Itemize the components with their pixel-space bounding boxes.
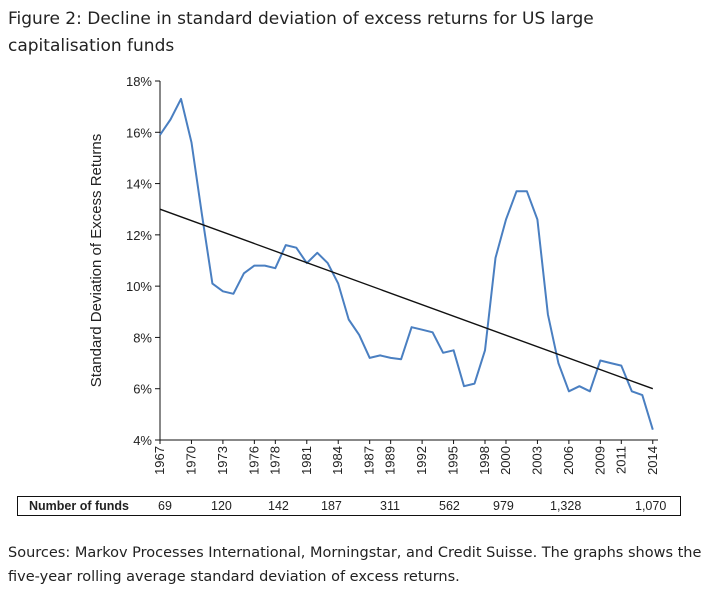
- x-tick-label: 2000: [498, 446, 513, 475]
- funds-count: 311: [380, 499, 400, 513]
- x-tick-label: 1984: [330, 446, 345, 475]
- funds-count: 1,328: [550, 499, 581, 513]
- x-tick-label: 2011: [613, 446, 628, 474]
- x-tick-label: 1989: [383, 446, 398, 475]
- number-of-funds-row: Number of funds 69 120 142 187 311 562 9…: [17, 496, 681, 516]
- x-tick-label: 1973: [215, 446, 230, 475]
- x-tick-label: 1992: [414, 446, 429, 475]
- funds-count: 1,070: [635, 499, 666, 513]
- funds-count: 187: [321, 499, 342, 513]
- x-tick-label: 2003: [529, 446, 544, 475]
- x-tick-label: 1987: [362, 446, 377, 475]
- x-tick-label: 1967: [152, 446, 167, 475]
- y-tick-label: 18%: [126, 74, 152, 89]
- x-tick-label: 2014: [645, 446, 660, 475]
- y-tick-label: 14%: [126, 177, 152, 192]
- funds-count: 979: [493, 499, 514, 513]
- funds-count: 120: [211, 499, 232, 513]
- x-tick-label: 1998: [477, 446, 492, 475]
- excess-returns-line: [160, 99, 653, 430]
- x-tick-label: 2009: [592, 446, 607, 475]
- y-tick-label: 16%: [126, 125, 152, 140]
- funds-row-label: Number of funds: [29, 499, 129, 513]
- x-tick-label: 1981: [299, 446, 314, 475]
- y-tick-label: 12%: [126, 228, 152, 243]
- y-axis-title: Standard Deviation of Excess Returns: [88, 134, 105, 387]
- y-tick-label: 6%: [133, 382, 152, 397]
- x-tick-label: 1970: [183, 446, 198, 475]
- sources-note: Sources: Markov Processes International,…: [8, 541, 713, 589]
- trend-line: [160, 209, 653, 389]
- x-tick-label: 1995: [446, 446, 461, 475]
- x-tick-label: 1978: [267, 446, 282, 475]
- funds-count: 562: [439, 499, 460, 513]
- funds-count: 142: [268, 499, 289, 513]
- y-tick-label: 10%: [126, 279, 152, 294]
- y-tick-label: 4%: [133, 433, 152, 448]
- x-tick-label: 2006: [561, 446, 576, 475]
- y-tick-label: 8%: [133, 330, 152, 345]
- funds-count: 69: [158, 499, 172, 513]
- x-tick-label: 1976: [246, 446, 261, 475]
